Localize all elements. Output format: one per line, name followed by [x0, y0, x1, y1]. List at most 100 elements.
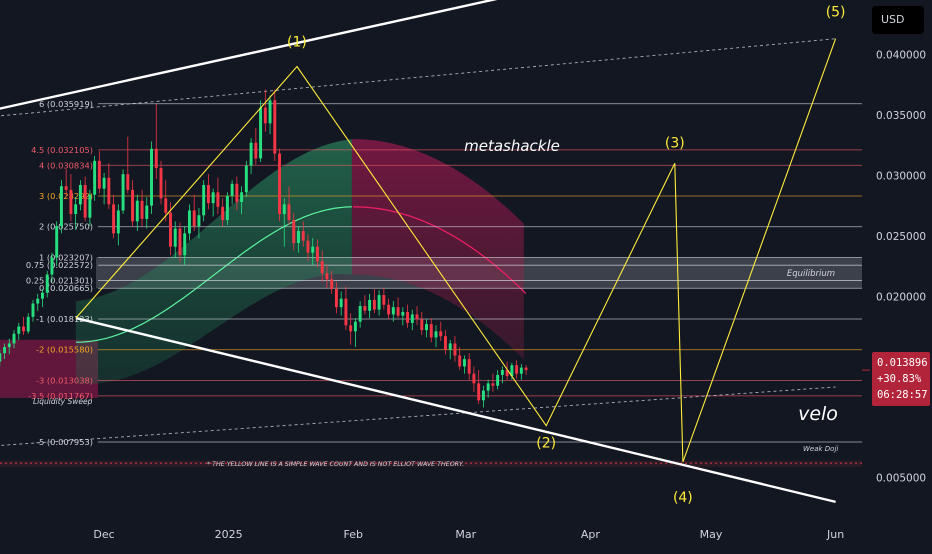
watermark: metashackle [464, 137, 560, 155]
fib-level-label: 0.25 (0.021301) [26, 276, 93, 286]
candle-body [145, 205, 149, 219]
currency-button[interactable]: USD [872, 6, 924, 34]
annotation-layer: metashackle velo * THE YELLOW LINE IS A … [33, 137, 838, 468]
channel-upper-line [0, 0, 498, 110]
candle-body [330, 279, 334, 290]
candle-body [178, 228, 182, 256]
x-tick-label: Jun [826, 528, 844, 541]
candle-body [183, 233, 187, 256]
y-tick-label: 0.020000 [876, 291, 926, 303]
candle-body [334, 289, 338, 308]
candle-body [187, 210, 191, 234]
candle-body [240, 192, 244, 202]
candle-body [59, 186, 63, 227]
currency-label: USD [881, 13, 905, 26]
candle-body [519, 367, 523, 374]
fib-level-label: 0.75 (0.022572) [26, 260, 93, 270]
fib-level-label: 4 (0.030834) [39, 160, 93, 170]
candle-body [244, 165, 248, 193]
liquidity-sweep-label: Liquidity Sweep [33, 397, 93, 406]
candle-body [259, 107, 263, 159]
candle-body [458, 355, 462, 367]
candle-body [93, 160, 97, 195]
last-price-value: 0.013896 [877, 357, 928, 369]
ticker-label: velo [798, 403, 838, 425]
candle-body [126, 174, 130, 190]
candle-body [164, 198, 168, 213]
x-tick-label: Apr [581, 528, 601, 541]
candle-body [112, 204, 116, 234]
footnote: * THE YELLOW LINE IS A SIMPLE WAVE COUNT… [207, 461, 464, 468]
candle-body [315, 246, 319, 262]
wave-label: (5) [826, 5, 846, 21]
candle-body [69, 189, 73, 215]
candle-body [349, 325, 353, 332]
candle-body [368, 299, 372, 311]
candle-body [36, 298, 40, 304]
candle-body [444, 336, 447, 350]
candle-body [353, 321, 357, 332]
x-tick-label: Feb [343, 528, 362, 541]
bullish-mean-line [75, 206, 352, 343]
candle-body [500, 370, 504, 375]
candle-body [472, 373, 476, 384]
trend-cloud-layer [75, 139, 527, 384]
candle-body [3, 347, 7, 354]
candle-body [410, 314, 414, 323]
fib-level-label: 6 (0.035919) [39, 99, 93, 109]
y-tick-label: 0.040000 [876, 49, 926, 61]
candle-body [55, 226, 59, 258]
candle-body [102, 177, 106, 189]
fib-levels-layer: 6 (0.035919)4.5 (0.032105)4 (0.030834)3 … [26, 99, 862, 447]
candle-body [320, 261, 324, 274]
candle-body [515, 365, 519, 374]
candle-body [97, 160, 101, 189]
candle-body [268, 100, 272, 124]
candle-body [524, 367, 528, 371]
fib-level-label: 1 (0.023207) [39, 252, 93, 262]
candle-body [486, 383, 490, 391]
candle-body [221, 206, 225, 221]
candle-body [434, 331, 438, 338]
candle-body [17, 326, 21, 334]
candle-body [263, 107, 267, 124]
candle-body [150, 148, 153, 206]
candle-body [230, 183, 234, 196]
candle-body [391, 307, 395, 315]
candle-body [50, 257, 54, 275]
candle-body [382, 295, 386, 305]
candle-body [83, 185, 87, 218]
candle-body [173, 228, 177, 247]
candle-body [12, 333, 16, 344]
fib-level-label: -3 (0.013038) [36, 375, 93, 385]
candle-body [273, 100, 277, 154]
candle-body [325, 273, 329, 280]
candle-body [505, 370, 509, 377]
candle-body [159, 168, 163, 199]
candle-body [154, 148, 158, 169]
candles-layer [0, 89, 528, 408]
candle-body [131, 189, 135, 222]
channel-lower-line [75, 316, 836, 504]
y-tick-label: 0.030000 [876, 170, 926, 182]
candle-body [467, 359, 471, 374]
candle-body [301, 230, 305, 241]
candle-body [358, 305, 362, 322]
candle-body [377, 295, 381, 310]
fib-level-label: -1 (0.018123) [36, 314, 93, 324]
fib-level-label: -2 (0.015580) [36, 345, 93, 355]
candle-body [206, 185, 210, 204]
wave-label: (3) [665, 135, 685, 151]
candle-body [287, 204, 291, 221]
candle-body [481, 390, 485, 401]
candle-body [306, 240, 310, 253]
candle-body [31, 303, 35, 317]
candle-body [216, 192, 220, 207]
candle-body [425, 324, 428, 331]
wave-label: (4) [673, 490, 693, 506]
candle-body [169, 212, 172, 247]
candle-body [387, 304, 391, 315]
candle-body [282, 204, 286, 215]
